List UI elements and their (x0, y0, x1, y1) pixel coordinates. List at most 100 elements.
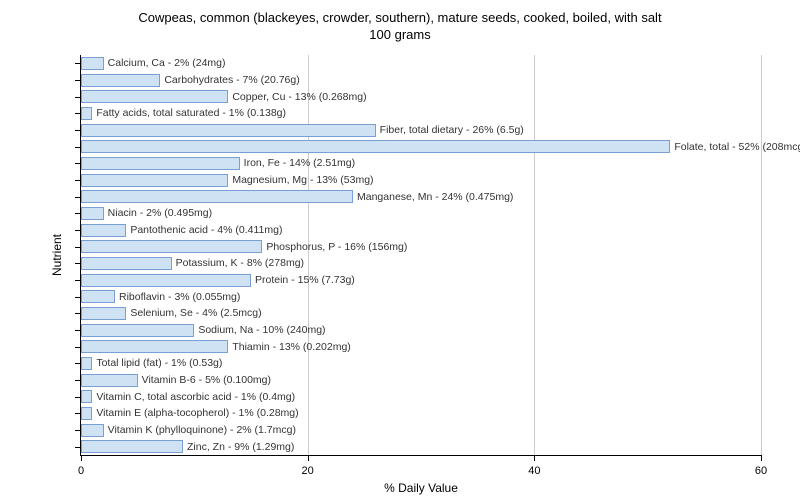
bar-row: Iron, Fe - 14% (2.51mg) (81, 157, 761, 170)
y-tick (75, 430, 81, 431)
y-tick (75, 147, 81, 148)
nutrient-bar-label: Selenium, Se - 4% (2.5mcg) (126, 307, 261, 319)
nutrient-bar (81, 357, 92, 370)
nutrient-bar-label: Potassium, K - 8% (278mg) (172, 257, 304, 269)
y-tick (75, 397, 81, 398)
nutrient-bar (81, 290, 115, 303)
x-tick-label: 20 (302, 465, 314, 477)
y-tick (75, 247, 81, 248)
y-tick (75, 280, 81, 281)
bar-row: Vitamin B-6 - 5% (0.100mg) (81, 374, 761, 387)
nutrient-bar (81, 390, 92, 403)
nutrient-bar-label: Vitamin K (phylloquinone) - 2% (1.7mcg) (104, 424, 296, 436)
y-tick (75, 297, 81, 298)
nutrient-bar-label: Carbohydrates - 7% (20.76g) (160, 74, 299, 86)
y-tick (75, 197, 81, 198)
nutrient-bar (81, 190, 353, 203)
bar-row: Pantothenic acid - 4% (0.411mg) (81, 224, 761, 237)
bar-row: Fiber, total dietary - 26% (6.5g) (81, 124, 761, 137)
nutrient-bar-label: Phosphorus, P - 16% (156mg) (262, 241, 407, 253)
x-tick-label: 60 (755, 465, 767, 477)
y-tick (75, 413, 81, 414)
bar-row: Phosphorus, P - 16% (156mg) (81, 240, 761, 253)
bar-row: Niacin - 2% (0.495mg) (81, 207, 761, 220)
nutrient-bar (81, 157, 240, 170)
y-tick (75, 230, 81, 231)
nutrient-bar-label: Pantothenic acid - 4% (0.411mg) (126, 224, 282, 236)
x-tick (308, 455, 309, 461)
x-tick-label: 40 (528, 465, 540, 477)
bar-row: Selenium, Se - 4% (2.5mcg) (81, 307, 761, 320)
nutrient-bar-label: Iron, Fe - 14% (2.51mg) (240, 157, 355, 169)
bar-row: Riboflavin - 3% (0.055mg) (81, 290, 761, 303)
nutrient-bar-label: Fiber, total dietary - 26% (6.5g) (376, 124, 524, 136)
y-tick (75, 163, 81, 164)
title-line2: 100 grams (369, 27, 430, 42)
bar-row: Total lipid (fat) - 1% (0.53g) (81, 357, 761, 370)
chart-title: Cowpeas, common (blackeyes, crowder, sou… (0, 0, 800, 44)
y-axis-label: Nutrient (50, 234, 64, 276)
nutrient-bar (81, 424, 104, 437)
bar-row: Thiamin - 13% (0.202mg) (81, 340, 761, 353)
nutrient-bar (81, 174, 228, 187)
nutrient-bar (81, 407, 92, 420)
bar-row: Vitamin E (alpha-tocopherol) - 1% (0.28m… (81, 407, 761, 420)
bar-row: Potassium, K - 8% (278mg) (81, 257, 761, 270)
nutrient-bar-label: Thiamin - 13% (0.202mg) (228, 341, 350, 353)
bar-row: Folate, total - 52% (208mcg) (81, 140, 761, 153)
nutrient-bar (81, 324, 194, 337)
nutrient-bar (81, 257, 172, 270)
bar-row: Calcium, Ca - 2% (24mg) (81, 57, 761, 70)
nutrient-bar (81, 74, 160, 87)
nutrient-bar-label: Magnesium, Mg - 13% (53mg) (228, 174, 373, 186)
nutrient-bar (81, 374, 138, 387)
x-tick (534, 455, 535, 461)
title-line1: Cowpeas, common (blackeyes, crowder, sou… (138, 10, 661, 25)
bar-row: Protein - 15% (7.73g) (81, 274, 761, 287)
y-tick (75, 213, 81, 214)
y-tick (75, 330, 81, 331)
nutrient-bar-label: Vitamin C, total ascorbic acid - 1% (0.4… (92, 391, 295, 403)
bar-row: Manganese, Mn - 24% (0.475mg) (81, 190, 761, 203)
bar-row: Fatty acids, total saturated - 1% (0.138… (81, 107, 761, 120)
x-tick (81, 455, 82, 461)
nutrient-bar-label: Manganese, Mn - 24% (0.475mg) (353, 191, 513, 203)
bar-row: Carbohydrates - 7% (20.76g) (81, 74, 761, 87)
nutrient-bar-label: Vitamin E (alpha-tocopherol) - 1% (0.28m… (92, 407, 298, 419)
x-tick (761, 455, 762, 461)
x-axis-label: % Daily Value (384, 481, 458, 495)
bar-row: Vitamin K (phylloquinone) - 2% (1.7mcg) (81, 424, 761, 437)
y-tick (75, 447, 81, 448)
nutrient-bar (81, 340, 228, 353)
x-tick-label: 0 (78, 465, 84, 477)
nutrient-bar-label: Copper, Cu - 13% (0.268mg) (228, 91, 366, 103)
y-tick (75, 97, 81, 98)
nutrient-bar-label: Sodium, Na - 10% (240mg) (194, 324, 325, 336)
y-tick (75, 363, 81, 364)
y-tick (75, 313, 81, 314)
nutrient-bar (81, 107, 92, 120)
y-tick (75, 380, 81, 381)
nutrient-bar-label: Vitamin B-6 - 5% (0.100mg) (138, 374, 271, 386)
nutrient-bar (81, 307, 126, 320)
bar-row: Magnesium, Mg - 13% (53mg) (81, 174, 761, 187)
y-tick (75, 130, 81, 131)
nutrient-bar-label: Riboflavin - 3% (0.055mg) (115, 291, 240, 303)
nutrient-bar (81, 207, 104, 220)
bar-row: Vitamin C, total ascorbic acid - 1% (0.4… (81, 390, 761, 403)
nutrient-bar (81, 140, 670, 153)
nutrient-bar (81, 240, 262, 253)
y-tick (75, 80, 81, 81)
nutrient-bar (81, 124, 376, 137)
bar-row: Sodium, Na - 10% (240mg) (81, 324, 761, 337)
y-tick (75, 113, 81, 114)
gridline (761, 55, 762, 455)
nutrient-bar (81, 274, 251, 287)
nutrient-bar-label: Calcium, Ca - 2% (24mg) (104, 57, 226, 69)
bar-row: Copper, Cu - 13% (0.268mg) (81, 90, 761, 103)
nutrient-bar (81, 224, 126, 237)
nutrient-bar-label: Zinc, Zn - 9% (1.29mg) (183, 441, 294, 453)
nutrient-bar-label: Total lipid (fat) - 1% (0.53g) (92, 357, 222, 369)
nutrient-bar (81, 440, 183, 453)
nutrient-bar-label: Niacin - 2% (0.495mg) (104, 207, 212, 219)
